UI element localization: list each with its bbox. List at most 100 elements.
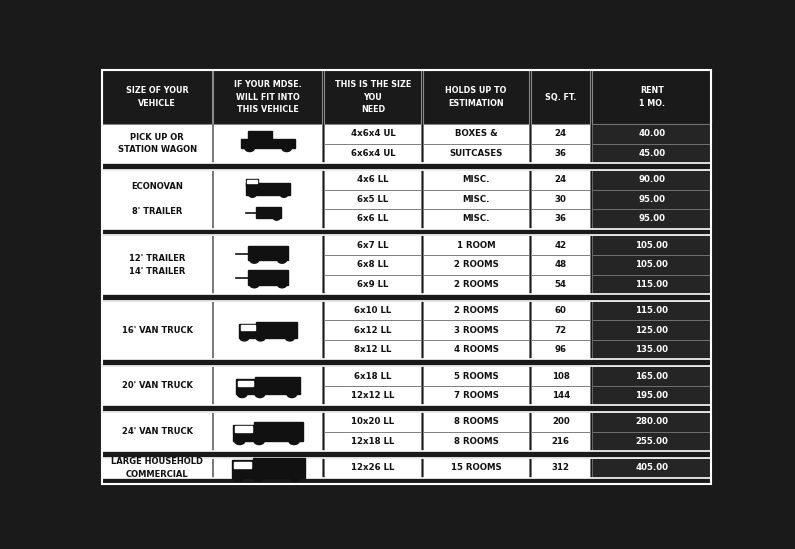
Text: 4 ROOMS: 4 ROOMS [454,345,498,354]
Bar [423,458,529,478]
Bar [423,412,529,432]
Text: 6x12 LL: 6x12 LL [355,326,392,335]
Bar [592,189,711,209]
Bar [530,170,591,189]
Text: 48: 48 [555,260,567,269]
Bar [213,458,323,478]
Polygon shape [234,462,251,468]
Text: 6x8 LL: 6x8 LL [357,260,389,269]
Bar [103,294,712,301]
Bar [324,144,421,163]
Text: 2 ROOMS: 2 ROOMS [454,280,498,289]
Text: 1 ROOM: 1 ROOM [457,241,495,250]
Circle shape [285,335,294,341]
Text: 6x9 LL: 6x9 LL [357,280,389,289]
Polygon shape [241,139,295,148]
Bar [592,301,711,321]
Text: SUITCASES: SUITCASES [449,149,502,158]
Bar [530,209,591,228]
Circle shape [289,438,299,445]
Text: 60: 60 [555,306,567,315]
Circle shape [287,391,297,397]
Bar [592,432,711,451]
Text: 6x5 LL: 6x5 LL [357,195,389,204]
Bar [324,301,421,321]
Text: 30: 30 [555,195,567,204]
Text: MISC.: MISC. [463,175,490,184]
Text: 96: 96 [555,345,567,354]
Text: 125.00: 125.00 [635,326,669,335]
Polygon shape [236,379,255,394]
Text: 6x10 LL: 6x10 LL [355,306,392,315]
Bar [103,163,712,170]
Polygon shape [249,131,272,139]
Bar [103,366,211,405]
Bar [592,70,711,124]
Bar [423,189,529,209]
Text: 115.00: 115.00 [635,306,669,315]
Bar [530,255,591,274]
Bar [324,236,421,255]
Polygon shape [233,424,254,441]
Bar [423,255,529,274]
Bar [423,432,529,451]
Text: 105.00: 105.00 [635,241,668,250]
Text: THIS IS THE SIZE
YOU
NEED: THIS IS THE SIZE YOU NEED [335,80,411,114]
Text: 95.00: 95.00 [638,195,665,204]
Bar [592,321,711,340]
Bar [530,124,591,144]
Bar [103,228,712,236]
Text: 12x18 LL: 12x18 LL [351,437,394,446]
Polygon shape [238,380,254,386]
Bar [423,340,529,360]
Text: 108: 108 [552,372,570,380]
Bar [324,70,421,124]
Text: 6x6x4 UL: 6x6x4 UL [351,149,395,158]
Bar [423,170,529,189]
Bar [213,70,323,124]
Text: HOLDS UP TO
ESTIMATION: HOLDS UP TO ESTIMATION [445,86,507,108]
Polygon shape [254,458,304,478]
Circle shape [249,193,256,197]
Bar [213,366,323,405]
Bar [530,236,591,255]
Bar [324,340,421,360]
Text: 24' VAN TRUCK: 24' VAN TRUCK [122,427,193,436]
Text: 4x6x4 UL: 4x6x4 UL [351,130,395,138]
Text: PICK UP OR
STATION WAGON: PICK UP OR STATION WAGON [118,133,197,154]
Polygon shape [246,178,258,186]
Text: 280.00: 280.00 [635,417,669,427]
Text: 115.00: 115.00 [635,280,669,289]
Text: 8 ROOMS: 8 ROOMS [454,437,498,446]
Bar [530,432,591,451]
Text: 24: 24 [555,175,567,184]
Bar [592,170,711,189]
Bar [592,236,711,255]
Text: 216: 216 [552,437,570,446]
Bar [530,144,591,163]
Text: 6x18 LL: 6x18 LL [355,372,392,380]
Text: 40.00: 40.00 [638,130,665,138]
Bar [423,301,529,321]
Bar [592,124,711,144]
Polygon shape [255,377,301,394]
Bar [592,386,711,405]
Bar [103,451,712,458]
Polygon shape [231,461,254,478]
Polygon shape [241,326,254,330]
Text: 95.00: 95.00 [638,215,665,223]
Text: 90.00: 90.00 [638,175,665,184]
Circle shape [254,474,264,481]
Polygon shape [239,324,256,338]
Text: 200: 200 [552,417,570,427]
Text: 255.00: 255.00 [635,437,668,446]
Text: 144: 144 [552,391,570,400]
Polygon shape [248,246,289,260]
Text: 4x6 LL: 4x6 LL [357,175,389,184]
Bar [324,124,421,144]
Bar [103,301,211,360]
Text: 105.00: 105.00 [635,260,668,269]
Bar [530,274,591,294]
Bar [423,321,529,340]
Circle shape [235,438,245,445]
